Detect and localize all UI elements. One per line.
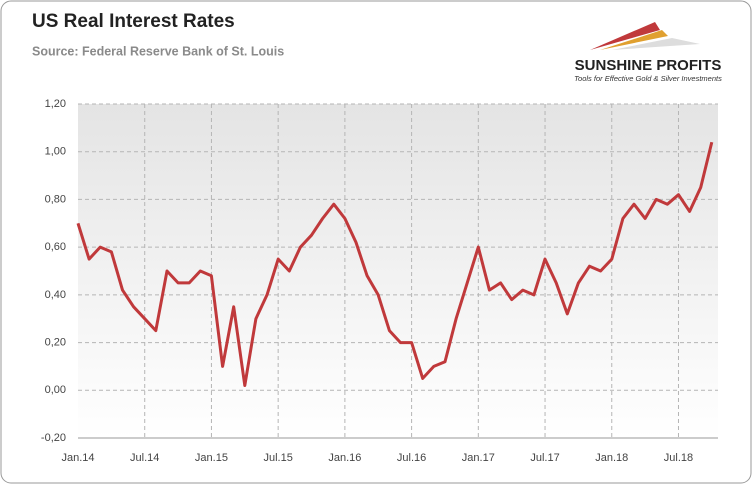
subtitle: Source: Federal Reserve Bank of St. Loui… — [32, 44, 284, 58]
x-tick-label: Jan.18 — [595, 452, 628, 464]
y-tick-label: 1,20 — [45, 98, 66, 110]
logo: SUNSHINE PROFITS Tools for Effective Gol… — [574, 22, 722, 83]
x-tick-label: Jul.15 — [263, 452, 292, 464]
x-tick-label: Jul.14 — [130, 452, 159, 464]
x-tick-label: Jul.17 — [530, 452, 559, 464]
y-tick-label: 1,00 — [45, 146, 66, 158]
y-tick-label: 0,00 — [45, 384, 66, 396]
y-tick-label: 0,20 — [45, 336, 66, 348]
x-tick-label: Jul.16 — [397, 452, 426, 464]
y-tick-label: 0,80 — [45, 193, 66, 205]
data-line — [76, 141, 714, 387]
x-tick-label: Jan.15 — [195, 452, 228, 464]
y-tick-label: 0,60 — [45, 241, 66, 253]
plot-area — [78, 104, 718, 438]
logo-tagline: Tools for Effective Gold & Silver Invest… — [574, 74, 722, 83]
x-tick-label: Jul.18 — [664, 452, 693, 464]
y-tick-label: -0,20 — [41, 432, 66, 444]
x-tick-label: Jan.17 — [462, 452, 495, 464]
x-tick-label: Jan.16 — [328, 452, 361, 464]
logo-name: SUNSHINE PROFITS — [575, 57, 722, 74]
y-tick-label: 0,40 — [45, 289, 66, 301]
chart-title: US Real Interest Rates — [32, 11, 235, 32]
x-tick-label: Jan.14 — [61, 452, 94, 464]
